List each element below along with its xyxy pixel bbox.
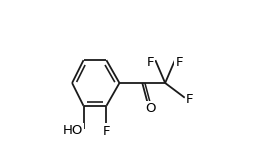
Text: HO: HO <box>62 124 83 137</box>
Text: F: F <box>175 56 183 69</box>
Text: F: F <box>147 56 154 69</box>
Text: F: F <box>103 124 110 137</box>
Text: F: F <box>186 93 193 106</box>
Text: O: O <box>145 102 155 115</box>
